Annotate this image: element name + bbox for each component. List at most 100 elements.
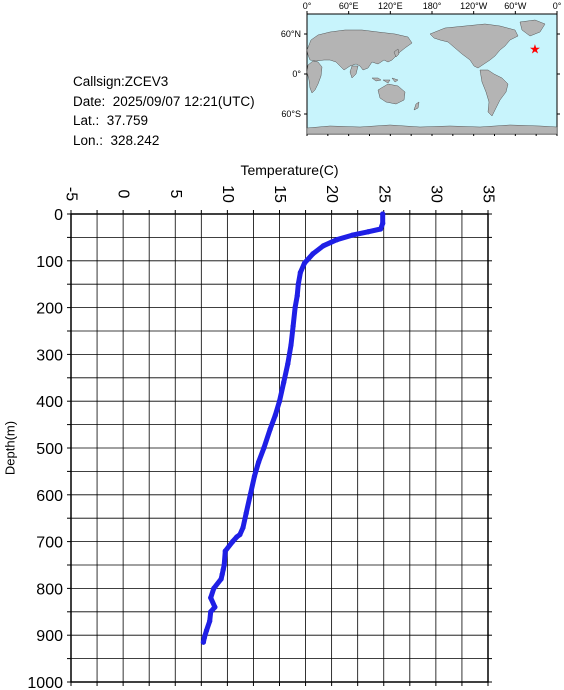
profile-point [201, 634, 208, 641]
y-tick-label: 400 [36, 394, 63, 411]
y-tick-label: 300 [36, 347, 63, 364]
profile-point [295, 281, 301, 287]
y-tick-label: 700 [36, 535, 63, 552]
profile-point [221, 562, 227, 568]
map-land [306, 19, 558, 135]
profile-point [290, 323, 296, 329]
y-tick-label: 0 [54, 207, 63, 224]
profile-point [365, 229, 371, 235]
x-tick-label: 20 [323, 185, 340, 203]
profile-point [297, 269, 303, 276]
profile-point [285, 361, 291, 367]
land-japan [393, 48, 400, 58]
profile-point [256, 459, 262, 465]
y-tick-label: 600 [36, 488, 63, 505]
y-tick-label: 800 [36, 581, 63, 598]
land-north-america [429, 23, 519, 69]
map-lat-label: 60°S [281, 109, 301, 119]
profile-point [240, 524, 246, 531]
land-australia [377, 83, 406, 105]
x-axis-title: Temperature(C) [240, 162, 338, 178]
y-axis-title: Depth(m) [3, 421, 18, 475]
land-india [349, 65, 359, 79]
map-lon-label: 60°W [504, 1, 527, 11]
map-lat-label: 0° [292, 69, 301, 79]
callsign-text: Callsign:ZCEV3 [73, 74, 169, 89]
profile-point [218, 576, 224, 582]
map-lon-label: 120°W [460, 1, 488, 11]
y-tick-label: 500 [36, 441, 63, 458]
profile-point [208, 595, 214, 601]
profile-point [380, 220, 386, 226]
world-map: 0° 60°E 120°E 180° 120°W 60°W 0° 60°N 0° 60°S ★ [281, 1, 562, 136]
land-indonesia [371, 77, 399, 84]
profile-point [292, 305, 298, 311]
profile-point [207, 618, 213, 624]
y-axis-ticks: 0 100 200 300 400 500 600 700 800 900 1000 [27, 207, 492, 690]
x-axis-ticks: -5 0 5 10 15 20 25 30 35 [63, 185, 497, 686]
profile-point [234, 534, 240, 540]
land-south-america [479, 69, 509, 117]
profile-point [349, 232, 356, 238]
date-text: Date: 2025/09/07 12:21(UTC) [73, 93, 255, 109]
profile-point [276, 398, 283, 404]
land-antarctica [306, 124, 558, 135]
temperature-profile-line [200, 211, 386, 645]
profile-point [220, 567, 226, 573]
profile-point [229, 539, 236, 545]
x-tick-label: 25 [375, 185, 392, 203]
map-lat-labels: 60°N 0° 60°S [281, 29, 302, 119]
x-tick-label: 15 [271, 185, 288, 203]
profile-point [320, 243, 326, 249]
map-lon-label: 0° [553, 1, 562, 11]
land-eurasia [306, 29, 413, 71]
profile-point [251, 473, 258, 479]
x-tick-label: 5 [167, 190, 184, 199]
profile-point [243, 510, 249, 517]
profile-point [222, 548, 228, 554]
profile-point [288, 342, 294, 348]
profile-point [380, 211, 386, 217]
profile-point [294, 293, 300, 299]
profile-point [310, 251, 316, 257]
land-new-zealand [413, 101, 420, 111]
map-ticks [304, 11, 560, 136]
x-tick-label: 35 [480, 185, 497, 203]
profile-point [334, 237, 340, 243]
profile-point [237, 531, 243, 538]
map-lon-label: 120°E [378, 1, 403, 11]
profile-point [200, 639, 206, 645]
y-tick-label: 200 [36, 301, 63, 318]
profile-point [281, 379, 287, 386]
profile-point [208, 609, 214, 615]
map-lon-label: 180° [423, 1, 442, 11]
station-info: Callsign:ZCEV3 Date: 2025/09/07 12:21(UT… [73, 72, 255, 150]
x-tick-label: -5 [63, 187, 80, 201]
y-tick-label: 1000 [27, 675, 63, 690]
y-tick-label: 100 [36, 254, 63, 271]
land-greenland [519, 19, 546, 37]
x-tick-label: 10 [219, 185, 236, 203]
map-lon-label: 0° [303, 1, 312, 11]
plot-frame [70, 213, 489, 683]
profile-point [203, 627, 210, 634]
y-tick-label: 900 [36, 628, 63, 645]
land-africa [306, 60, 323, 94]
map-lat-label: 60°N [281, 29, 301, 39]
map-lon-labels: 0° 60°E 120°E 180° 120°W 60°W 0° [303, 1, 562, 11]
profile-point [272, 412, 278, 418]
longitude-text: Lon.: 328.242 [73, 132, 160, 148]
chart-grid [70, 213, 489, 683]
station-marker: ★ [529, 41, 541, 56]
x-tick-label: 30 [427, 185, 444, 203]
map-lon-label: 60°E [339, 1, 359, 11]
profile-point [247, 492, 253, 498]
latitude-text: Lat.: 37.759 [73, 113, 149, 128]
profile-point [211, 585, 217, 592]
profile-point [267, 426, 273, 432]
series-group [200, 211, 386, 645]
profile-point [219, 571, 225, 577]
profile-point [378, 226, 384, 232]
profile-point [212, 604, 218, 610]
x-tick-label: 0 [115, 190, 132, 199]
